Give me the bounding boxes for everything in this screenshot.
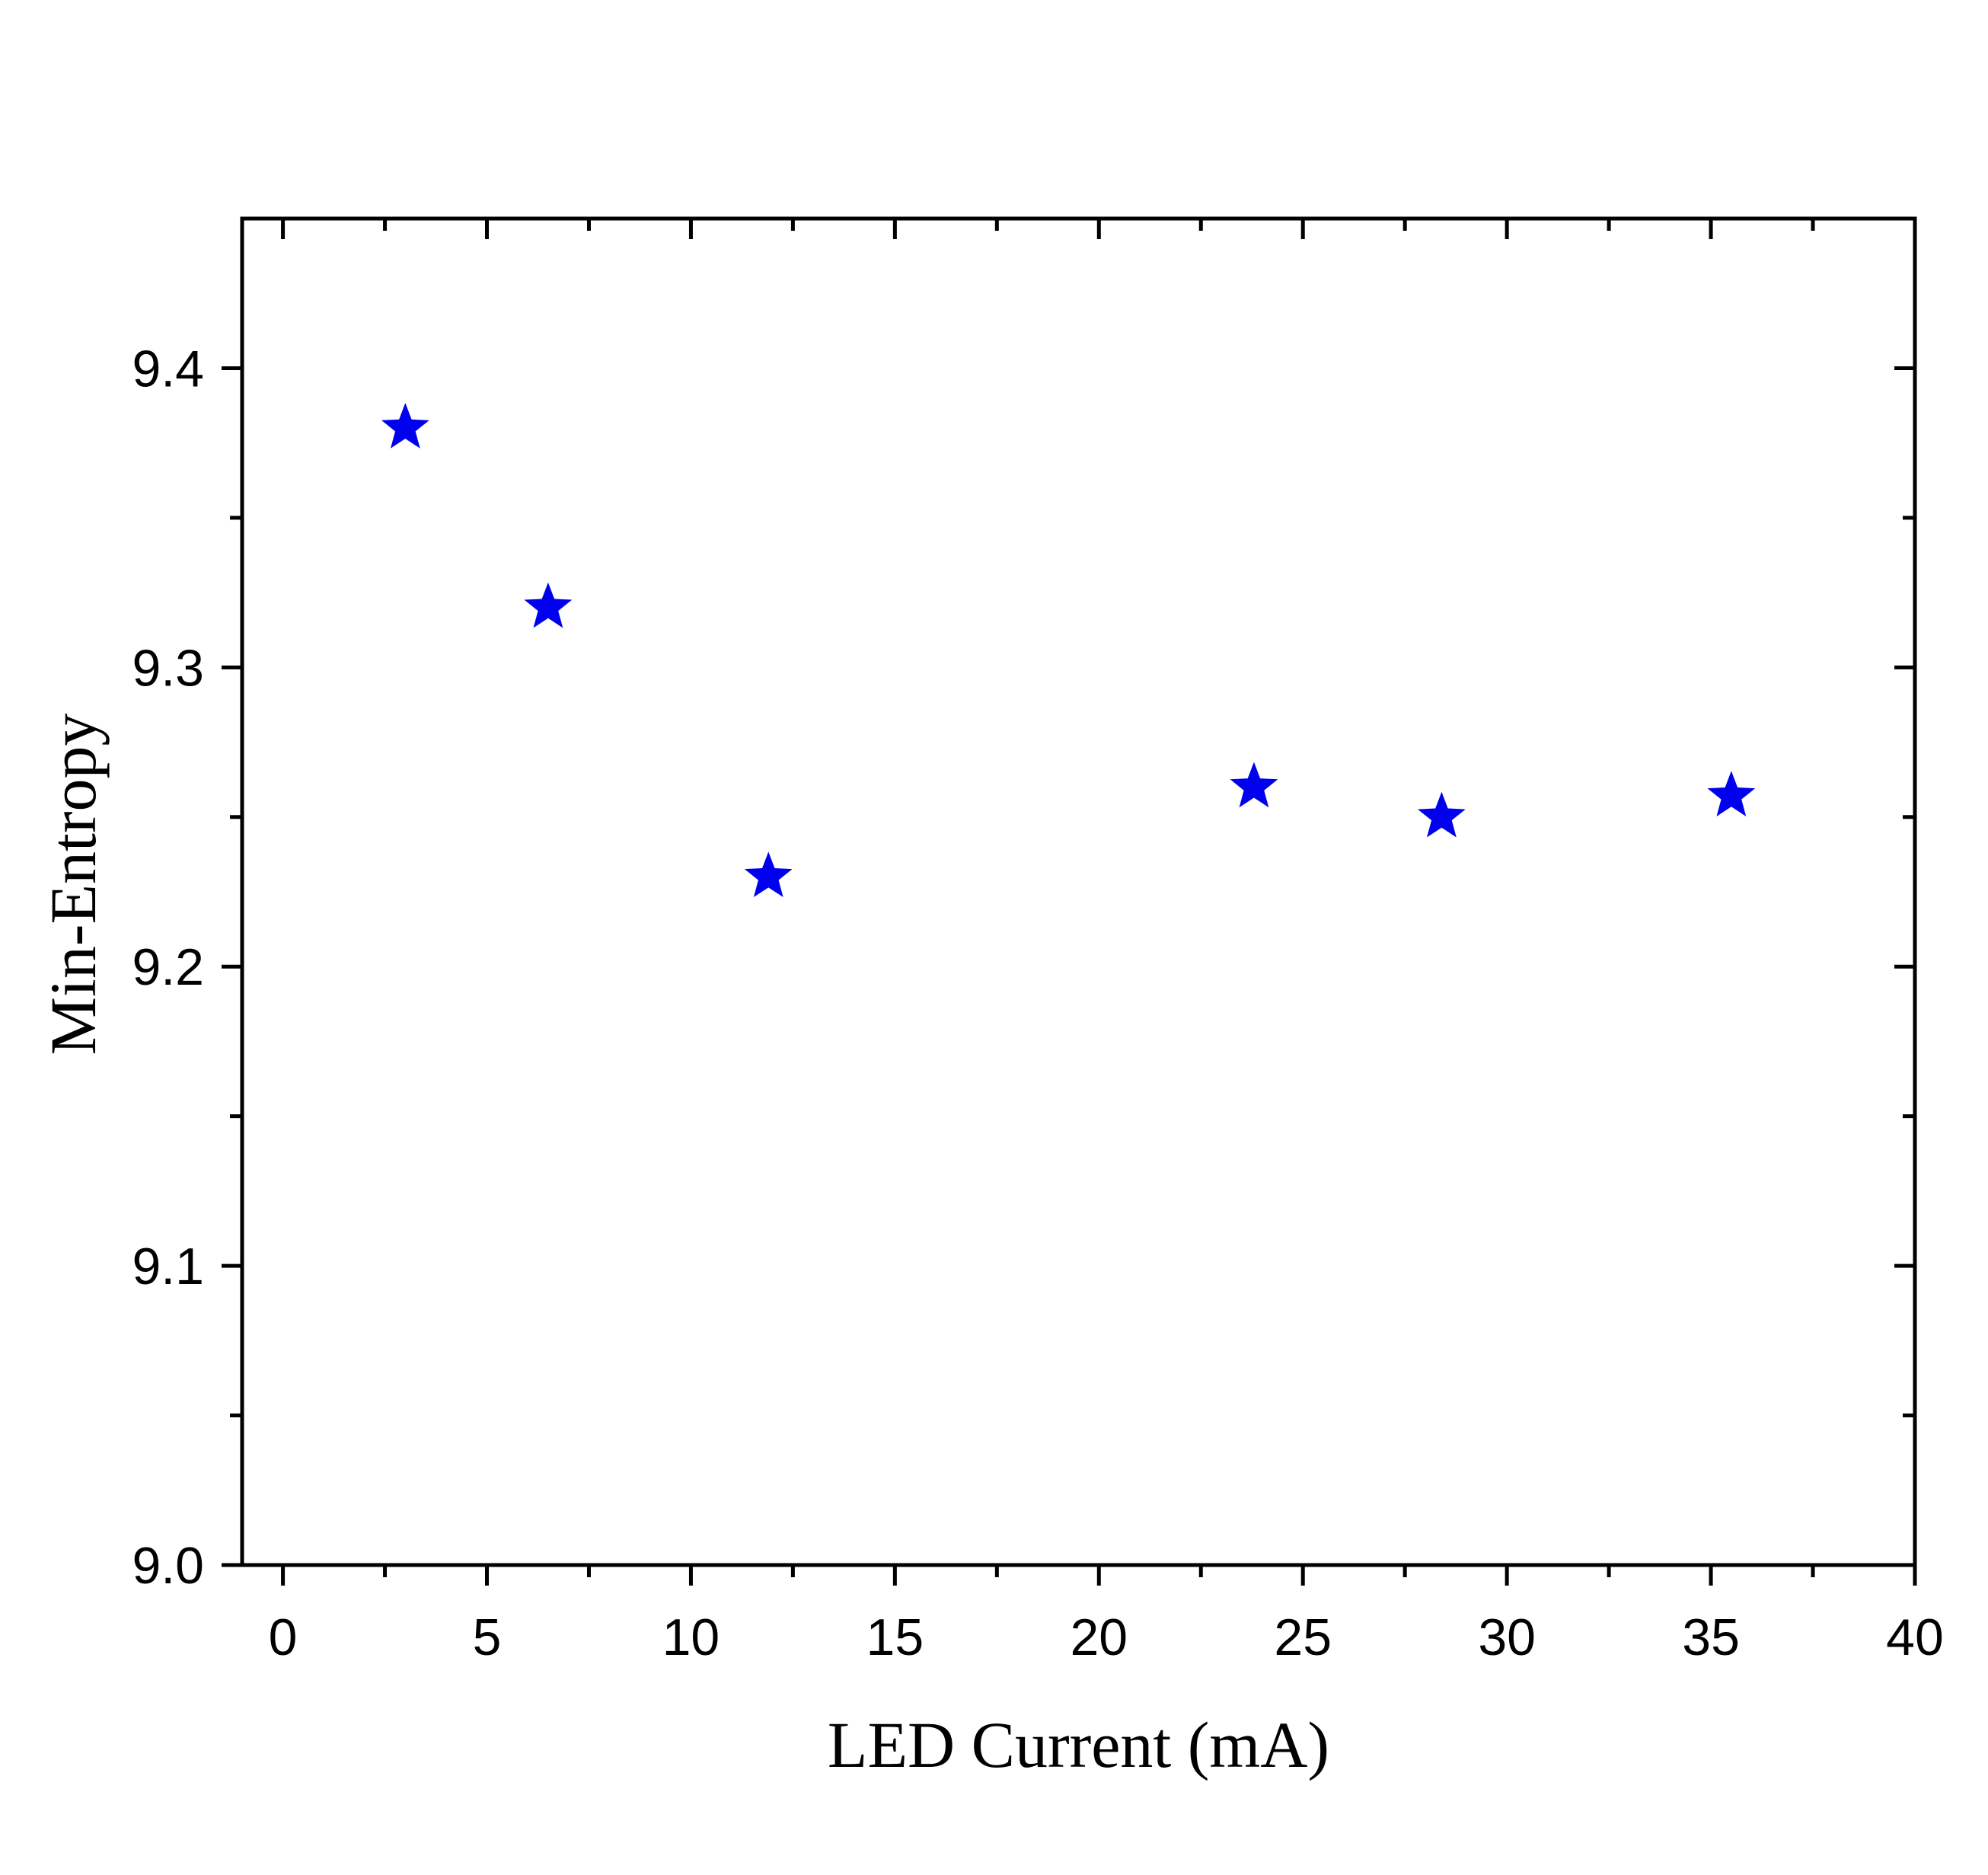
x-tick-label: 15 [866,1608,924,1666]
data-point-star [381,403,429,449]
y-tick-label: 9.4 [132,340,204,398]
y-tick-label: 9.0 [132,1537,204,1595]
data-point-star [524,582,573,628]
axis-ticks [222,219,1917,1586]
x-tick-label: 5 [473,1608,502,1666]
y-tick-label: 9.2 [132,938,204,996]
x-tick-label: 25 [1274,1608,1332,1666]
data-point-star [1230,762,1278,808]
data-point-star [744,851,793,898]
data-points [381,403,1756,898]
x-axis-title: LED Current (mA) [828,1708,1329,1781]
x-tick-label: 30 [1478,1608,1536,1666]
data-point-star [1707,771,1756,816]
x-tick-label: 40 [1886,1608,1944,1666]
data-point-star [1418,791,1466,838]
x-tick-label: 10 [662,1608,720,1666]
x-tick-label: 20 [1070,1608,1128,1666]
y-axis-title: Min-Entropy [37,713,110,1055]
y-tick-labels: 9.0 9.1 9.2 9.3 9.4 [132,340,204,1595]
plot-area-frame [240,216,1917,1567]
y-tick-label: 9.1 [132,1238,204,1295]
x-tick-label: 35 [1682,1608,1740,1666]
y-tick-label: 9.3 [132,639,204,697]
x-tick-labels: 0 5 10 15 20 25 30 35 40 [269,1608,1944,1666]
x-tick-label: 0 [269,1608,298,1666]
